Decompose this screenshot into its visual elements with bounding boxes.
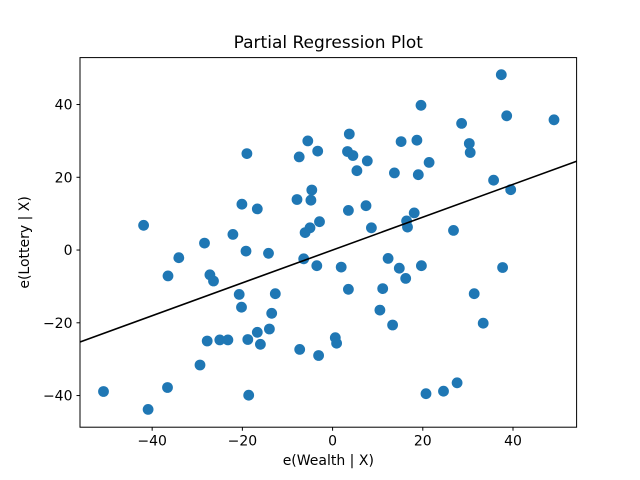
data-point bbox=[299, 227, 311, 239]
data-point bbox=[251, 326, 263, 338]
data-point bbox=[415, 99, 427, 111]
data-point bbox=[242, 334, 254, 345]
data-point bbox=[548, 114, 560, 126]
y-tick-label: −40 bbox=[43, 389, 73, 405]
data-point bbox=[266, 307, 278, 319]
data-point bbox=[377, 283, 389, 294]
data-point bbox=[412, 169, 424, 181]
y-tick-label: 20 bbox=[55, 170, 73, 186]
data-point bbox=[312, 145, 324, 157]
data-point bbox=[293, 151, 305, 163]
data-point bbox=[451, 377, 463, 389]
data-point bbox=[361, 155, 373, 167]
data-point bbox=[241, 148, 253, 160]
data-point bbox=[335, 261, 347, 273]
data-point bbox=[291, 194, 303, 205]
data-point bbox=[208, 275, 219, 287]
data-point bbox=[138, 219, 150, 231]
data-point bbox=[311, 260, 323, 272]
data-point bbox=[227, 229, 239, 240]
y-axis-label: e(Lottery | X) bbox=[17, 196, 33, 289]
data-point bbox=[162, 382, 173, 393]
data-point bbox=[464, 147, 476, 158]
x-axis-ticks: −40 −20 0 20 40 bbox=[137, 427, 522, 450]
data-point bbox=[468, 288, 480, 300]
data-point bbox=[389, 167, 400, 179]
data-point bbox=[302, 135, 314, 147]
y-tick-label: −20 bbox=[43, 316, 73, 332]
data-points bbox=[98, 69, 560, 415]
data-point bbox=[173, 252, 185, 264]
data-point bbox=[438, 385, 449, 397]
data-point bbox=[199, 237, 210, 249]
data-point bbox=[366, 222, 377, 234]
data-point bbox=[194, 359, 206, 371]
data-point bbox=[142, 404, 154, 415]
data-point bbox=[360, 200, 372, 212]
data-point bbox=[416, 260, 427, 272]
data-point bbox=[351, 165, 363, 177]
plot-area bbox=[79, 57, 578, 428]
data-point bbox=[400, 273, 412, 284]
data-point bbox=[251, 203, 263, 215]
data-point bbox=[162, 270, 174, 282]
data-point bbox=[305, 194, 317, 206]
data-point bbox=[233, 289, 245, 300]
data-point bbox=[387, 319, 398, 331]
y-tick-label: 0 bbox=[64, 243, 73, 259]
y-axis-ticks: −40 −20 0 20 40 bbox=[43, 98, 80, 405]
data-point bbox=[423, 157, 435, 168]
data-point bbox=[269, 288, 281, 300]
data-point bbox=[374, 304, 386, 316]
data-point bbox=[456, 118, 467, 129]
x-tick-label: 20 bbox=[414, 434, 432, 450]
data-point bbox=[448, 225, 459, 236]
data-point bbox=[314, 216, 325, 228]
regression-line bbox=[79, 160, 577, 343]
data-point bbox=[201, 335, 213, 347]
data-point bbox=[306, 184, 318, 196]
data-point bbox=[343, 128, 355, 140]
data-point bbox=[395, 136, 407, 148]
data-point bbox=[495, 69, 507, 81]
data-point bbox=[313, 350, 324, 361]
data-point bbox=[240, 245, 252, 257]
data-point bbox=[243, 389, 255, 401]
data-point bbox=[393, 262, 405, 274]
data-point bbox=[488, 174, 499, 186]
x-tick-label: 40 bbox=[504, 434, 522, 450]
data-point bbox=[264, 323, 275, 335]
chart-title: Partial Regression Plot bbox=[234, 33, 424, 53]
data-point bbox=[343, 205, 354, 216]
data-point bbox=[420, 388, 432, 400]
data-point bbox=[347, 150, 359, 161]
x-tick-label: −40 bbox=[137, 434, 167, 450]
data-point bbox=[294, 344, 306, 355]
data-point bbox=[501, 110, 513, 122]
x-axis-label: e(Wealth | X) bbox=[283, 453, 374, 469]
regression-line-group bbox=[79, 160, 577, 343]
data-point bbox=[236, 198, 248, 210]
data-point bbox=[214, 334, 226, 346]
y-tick-label: 40 bbox=[55, 98, 73, 114]
data-point bbox=[382, 253, 394, 264]
data-point bbox=[497, 262, 508, 273]
data-point bbox=[255, 338, 266, 350]
data-point bbox=[331, 337, 342, 349]
x-tick-label: −20 bbox=[228, 434, 258, 450]
data-point bbox=[408, 207, 420, 219]
data-point bbox=[98, 386, 109, 397]
data-point bbox=[263, 247, 274, 259]
data-point bbox=[222, 334, 234, 346]
data-point bbox=[411, 134, 423, 146]
data-point bbox=[463, 138, 475, 149]
data-point bbox=[477, 317, 489, 329]
data-point bbox=[236, 301, 247, 313]
x-tick-label: 0 bbox=[328, 434, 337, 450]
data-point bbox=[343, 283, 354, 295]
